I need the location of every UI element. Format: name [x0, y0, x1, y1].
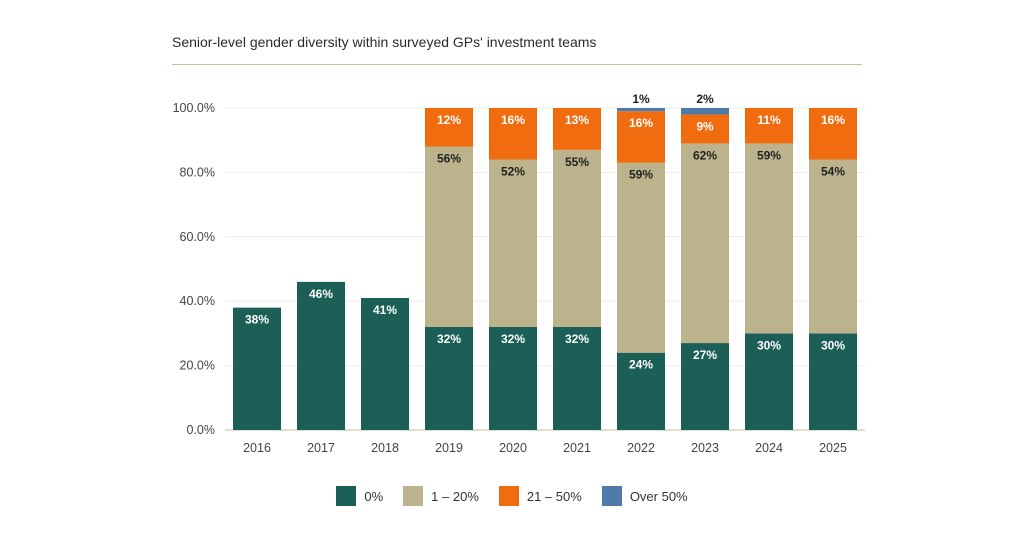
bar-segment: [617, 111, 665, 163]
legend-item: 1 – 20%: [403, 486, 479, 506]
data-label: 32%: [437, 332, 461, 346]
data-label: 38%: [245, 313, 269, 327]
x-tick-label: 2017: [307, 441, 335, 455]
y-tick-label: 20.0%: [180, 359, 215, 373]
legend-swatch: [403, 486, 424, 506]
x-tick-label: 2018: [371, 441, 399, 455]
bar-segment: [361, 297, 409, 430]
x-tick-label: 2020: [499, 441, 527, 455]
data-label: 32%: [565, 332, 589, 346]
data-label: 46%: [309, 287, 333, 301]
data-label: 13%: [565, 113, 589, 127]
legend-item: Over 50%: [601, 486, 688, 506]
data-label: 16%: [821, 113, 845, 127]
bar-segment: [425, 326, 473, 430]
data-label: 16%: [501, 113, 525, 127]
bar-segment: [617, 108, 665, 112]
legend-swatch: [601, 486, 622, 506]
bar-segment: [489, 159, 537, 327]
data-label: 30%: [821, 338, 845, 352]
bar-segment: [425, 108, 473, 147]
legend-label: 1 – 20%: [431, 488, 479, 504]
bar-segment: [681, 114, 729, 144]
bar-segment: [297, 281, 345, 430]
data-label: 11%: [757, 113, 781, 127]
data-label: 24%: [629, 358, 653, 372]
bar-segment: [809, 108, 857, 160]
bar-segment: [745, 143, 793, 334]
x-tick-label: 2022: [627, 441, 655, 455]
legend-label: 0%: [364, 488, 384, 504]
chart-title: Senior-level gender diversity within sur…: [172, 34, 597, 50]
y-tick-label: 60.0%: [180, 230, 215, 244]
data-label: 1%: [632, 92, 650, 106]
x-tick-label: 2019: [435, 441, 463, 455]
legend-item: 0%: [336, 486, 383, 506]
bar-segment: [745, 108, 793, 144]
title-divider: [172, 64, 862, 65]
bar-segment: [681, 343, 729, 430]
x-tick-label: 2021: [563, 441, 591, 455]
data-label: 32%: [501, 332, 525, 346]
legend-swatch: [498, 486, 519, 506]
bar-segment: [489, 108, 537, 160]
y-tick-label: 80.0%: [180, 165, 215, 179]
y-tick-label: 100.0%: [173, 101, 215, 115]
bar-segment: [745, 333, 793, 430]
x-tick-label: 2023: [691, 441, 719, 455]
data-label: 52%: [501, 165, 525, 179]
bar-segment: [233, 307, 281, 430]
x-tick-label: 2016: [243, 441, 271, 455]
data-label: 30%: [757, 338, 781, 352]
bar-segment: [617, 162, 665, 353]
data-label: 54%: [821, 165, 845, 179]
bar-segment: [425, 146, 473, 327]
data-label: 41%: [373, 303, 397, 317]
legend-swatch: [336, 486, 357, 506]
data-label: 9%: [696, 119, 714, 133]
y-tick-label: 0.0%: [187, 423, 216, 437]
bar-segment: [681, 108, 729, 115]
bar-segment: [553, 149, 601, 327]
data-label: 56%: [437, 152, 461, 166]
legend-label: Over 50%: [629, 488, 688, 504]
y-tick-label: 40.0%: [180, 294, 215, 308]
legend-item: 21 – 50%: [498, 486, 582, 506]
data-label: 27%: [693, 348, 717, 362]
x-tick-label: 2025: [819, 441, 847, 455]
bar-segment: [553, 326, 601, 430]
bar-segment: [617, 352, 665, 430]
bar-segment: [809, 159, 857, 334]
bar-segment: [681, 143, 729, 344]
legend-label: 21 – 50%: [526, 488, 582, 504]
chart-legend: 0% 1 – 20% 21 – 50% Over 50%: [0, 486, 1024, 506]
bar-segment: [489, 326, 537, 430]
data-label: 59%: [757, 148, 781, 162]
data-label: 2%: [696, 92, 714, 106]
data-label: 62%: [693, 148, 717, 162]
data-label: 55%: [565, 155, 589, 169]
x-tick-label: 2024: [755, 441, 783, 455]
data-label: 59%: [629, 168, 653, 182]
bar-segment: [809, 333, 857, 430]
data-label: 16%: [629, 116, 653, 130]
bar-segment: [553, 108, 601, 150]
data-label: 12%: [437, 113, 461, 127]
